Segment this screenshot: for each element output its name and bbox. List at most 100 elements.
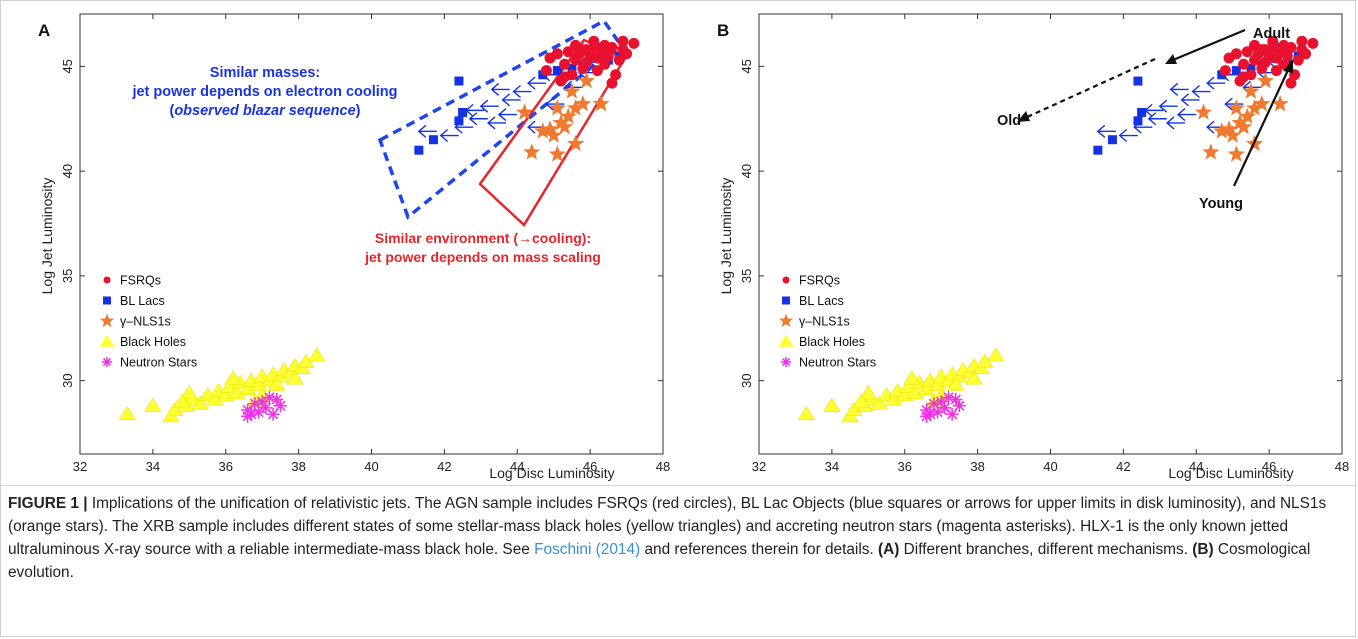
nls1-marker [559,107,577,124]
black-hole-marker [268,376,286,391]
panel-a-ytick-label: 35 [60,269,75,283]
black-hole-marker [903,370,921,385]
nls1-marker [577,72,595,89]
panel-a-legend-label: γ–NLS1s [120,315,171,329]
legend-fsrq-marker [103,276,111,284]
bl-lac-upper-limit-arrow-head [486,116,496,130]
black-hole-marker [823,397,841,412]
fsrq-marker [1285,77,1297,89]
reference-link[interactable]: Foschini (2014) [534,541,641,558]
bl-lac-upper-limit-arrow [1180,93,1200,107]
bl-lac-upper-limit-arrow-head [527,76,536,90]
panel-b-caption-text: Cosmological evolution. [8,541,1311,581]
nls1-marker [574,95,592,112]
annotation-paren-open: ( [169,103,174,119]
neutron-star-marker [941,390,955,404]
panel-a-xtick-label: 34 [146,459,160,474]
panel-a-xlabel: Log Disc Luminosity [489,465,614,481]
neutron-star-marker-stroke [257,396,268,407]
nls1-marker [1231,114,1249,131]
panel-a-xtick-label: 44 [510,459,524,474]
black-hole-marker [859,385,877,400]
neutron-star-marker-stroke [936,396,947,407]
bl-lac-upper-limit-arrow-head [439,128,449,143]
bl-lac-upper-limit-arrow-head [1147,112,1157,126]
bl-lac-marker [1133,116,1143,126]
bl-lac-upper-limit-arrow-head [1169,82,1179,96]
nls1-marker [1227,145,1245,162]
nls1-marker [1227,99,1245,116]
nls1-marker [1235,118,1253,135]
panel-a-chart: A 32 34 36 38 40 42 44 46 48 30 35 40 45 Log Disc Lumi… [38,13,670,481]
bl-lac-upper-limit-arrow [1176,108,1196,122]
bl-lac-marker [538,70,548,80]
fsrq-marker [591,65,603,77]
bl-lac-marker [1093,145,1103,155]
fsrq-marker [1249,39,1261,51]
panel-a-legend: FSRQs BL Lacs γ–NLS1s Black Holes Neutron St… [99,274,197,370]
bl-lac-upper-limit-arrow [1224,97,1244,111]
bl-lac-upper-limit-arrow [1147,112,1167,126]
bl-lac-marker [1133,76,1143,86]
nls1-marker [1242,82,1260,99]
fsrq-marker [610,69,622,81]
bl-lac-upper-limit-arrow-head [497,108,507,122]
panel-a-ylabel: Log Jet Luminosity [39,178,55,295]
legend-bl-lac-marker [782,296,790,305]
black-hole-marker [987,347,1005,362]
panel-b-ytick-label: 40 [739,164,754,178]
legend-black-hole-marker [99,334,115,347]
bl-lac-upper-limit-arrow-head [1224,97,1233,111]
neutron-star-marker [244,407,258,421]
nls1-marker [1253,95,1271,112]
nls1-marker [523,143,541,160]
fsrq-marker [1241,46,1253,58]
black-hole-marker [286,370,304,385]
evolution-dashed-arrowhead [1017,111,1030,122]
figure-caption: FIGURE 1 | Implications of the unificati… [8,492,1348,584]
neutron-star-marker [273,399,287,413]
black-hole-marker [870,395,888,410]
neutron-star-marker-stroke [260,402,271,414]
black-hole-marker [144,397,162,412]
caption-text-2: and references therein for details. [640,541,879,558]
black-hole-marker [173,393,191,408]
fsrq-marker [1238,58,1250,70]
neutron-star-marker [266,407,280,421]
nls1-marker [534,122,552,139]
panel-b-xtick-label: 48 [1335,459,1349,474]
annotation-italic-text: observed blazar sequence [174,103,355,119]
nls1-marker [1202,143,1220,160]
bl-lac-marker [1246,63,1256,73]
black-hole-marker [118,406,137,421]
neutron-star-marker-stroke [925,409,936,420]
fsrq-marker [613,54,625,66]
bl-lac-upper-limit-arrow [497,108,517,122]
neutron-star-marker [923,407,937,421]
legend-neutron-star-marker-stroke [781,357,791,367]
nls1-marker [516,103,534,120]
fsrq-marker [1259,44,1271,56]
bl-lac-marker [1217,70,1227,80]
panel-b-xtick-label: 42 [1116,459,1130,474]
bl-lac-upper-limit-arrow [490,82,510,96]
nls1-marker [548,99,566,116]
bl-lac-upper-limit-arrow-head [1191,84,1200,99]
neutron-star-marker-stroke [943,392,954,403]
annotation-adult: Adult [1253,26,1290,42]
neutron-star-marker-stroke [275,400,286,411]
bl-lac-upper-limit-arrow-head [545,97,554,111]
neutron-star-marker-stroke [950,394,961,405]
fsrq-marker [551,48,563,60]
fsrq-marker [1300,48,1312,60]
panel-a-blue-annotation-line2: jet power depends on electron cooling [131,84,397,100]
neutron-star-marker-stroke [946,409,958,420]
bl-lac-upper-limit-arrow-head [1206,76,1215,90]
bl-lac-marker [414,145,424,155]
panel-a-red-annotation-line1: Similar environment (→cooling): [375,230,591,246]
panel-b-chart: B 32 34 36 38 40 42 44 46 48 30 35 40 45 Log Disc Lumi… [717,13,1349,481]
bl-lac-upper-limit-arrow [1191,84,1211,99]
neutron-star-marker-stroke [954,400,965,411]
panel-b-legend-label: Black Holes [799,335,865,349]
fsrq-marker [1219,65,1231,77]
